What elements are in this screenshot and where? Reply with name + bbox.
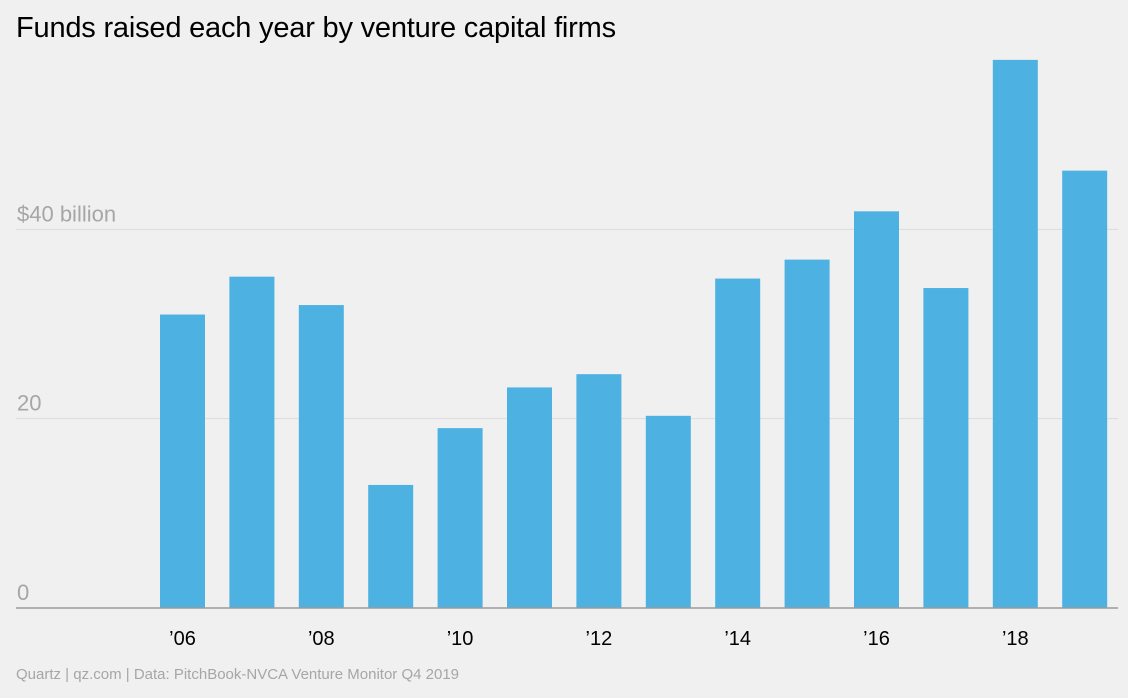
x-tick-label: ’08: [308, 628, 335, 650]
bar-2006: [160, 314, 205, 608]
x-tick-label: ’06: [169, 628, 196, 650]
y-axis-labels: 0 20 $40 billion: [17, 201, 116, 605]
bar-2017: [923, 288, 969, 608]
chart-title: Funds raised each year by venture capita…: [16, 12, 616, 44]
bar-chart: 0 20 $40 billion ’06 ’08 ’10 ’12 ’14 ’16 ’18: [16, 59, 1118, 650]
bar-2008: [298, 305, 344, 608]
bars: [160, 59, 1108, 608]
bar-2007: [229, 276, 275, 608]
x-tick-label: ’16: [863, 628, 890, 650]
x-axis-labels: ’06 ’08 ’10 ’12 ’14 ’16 ’18: [169, 628, 1029, 650]
x-tick-label: ’18: [1002, 628, 1029, 650]
y-tick-label: 0: [17, 580, 29, 605]
bar-2015: [784, 259, 830, 608]
bar-2019: [1062, 170, 1108, 608]
bar-2018: [992, 59, 1038, 608]
source-footer: Quartz | qz.com | Data: PitchBook-NVCA V…: [16, 666, 459, 683]
bar-2010: [437, 428, 483, 608]
bar-2016: [854, 211, 899, 608]
y-tick-label: $40 billion: [17, 201, 116, 226]
bar-2013: [645, 415, 691, 608]
x-tick-label: ’14: [724, 628, 751, 650]
bar-2014: [715, 278, 761, 608]
x-tick-label: ’10: [447, 628, 474, 650]
bar-2009: [368, 484, 414, 608]
bar-2011: [507, 387, 552, 608]
x-tick-label: ’12: [586, 628, 613, 650]
y-tick-label: 20: [17, 391, 41, 416]
bar-2012: [576, 374, 622, 608]
